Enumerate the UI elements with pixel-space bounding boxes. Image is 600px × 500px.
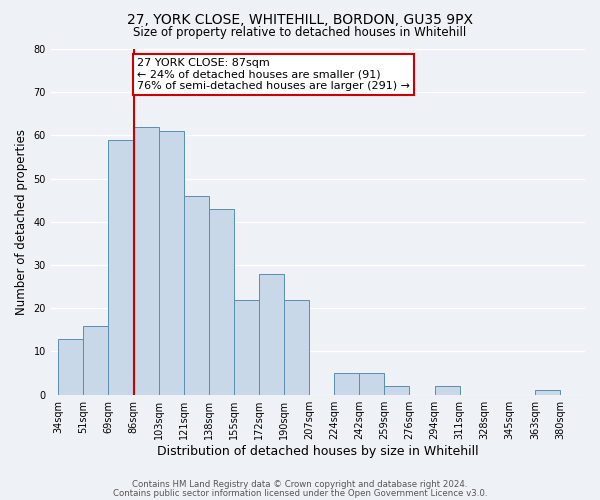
Bar: [359, 373, 385, 394]
Text: Contains public sector information licensed under the Open Government Licence v3: Contains public sector information licen…: [113, 488, 487, 498]
Bar: [385, 386, 409, 394]
X-axis label: Distribution of detached houses by size in Whitehill: Distribution of detached houses by size …: [157, 444, 479, 458]
Y-axis label: Number of detached properties: Number of detached properties: [15, 129, 28, 315]
Bar: [83, 326, 109, 394]
Text: Size of property relative to detached houses in Whitehill: Size of property relative to detached ho…: [133, 26, 467, 39]
Text: 27, YORK CLOSE, WHITEHILL, BORDON, GU35 9PX: 27, YORK CLOSE, WHITEHILL, BORDON, GU35 …: [127, 12, 473, 26]
Bar: [158, 131, 184, 394]
Bar: [184, 196, 209, 394]
Bar: [134, 127, 158, 394]
Bar: [259, 274, 284, 394]
Bar: [334, 373, 359, 394]
Bar: [434, 386, 460, 394]
Text: 27 YORK CLOSE: 87sqm
← 24% of detached houses are smaller (91)
76% of semi-detac: 27 YORK CLOSE: 87sqm ← 24% of detached h…: [137, 58, 410, 91]
Text: Contains HM Land Registry data © Crown copyright and database right 2024.: Contains HM Land Registry data © Crown c…: [132, 480, 468, 489]
Bar: [234, 300, 259, 394]
Bar: [58, 338, 83, 394]
Bar: [109, 140, 134, 394]
Bar: [535, 390, 560, 394]
Bar: [209, 209, 234, 394]
Bar: [284, 300, 309, 394]
